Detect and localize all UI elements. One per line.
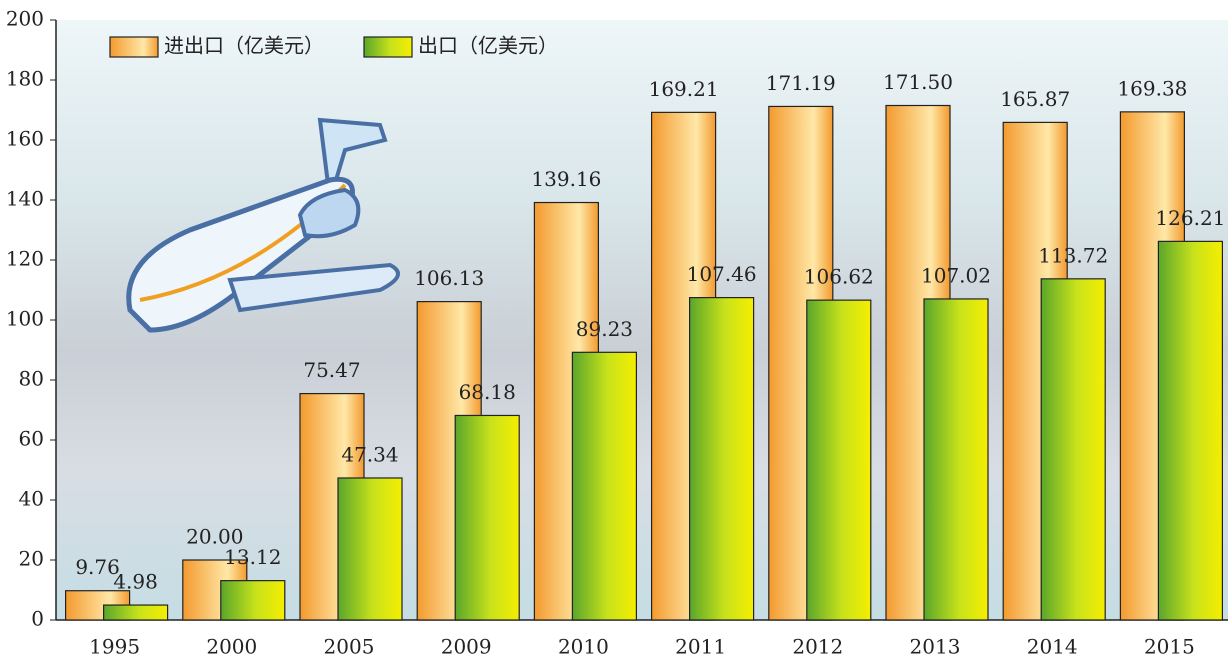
x-tick-label: 2014 — [1027, 635, 1078, 659]
value-label: 47.34 — [341, 442, 398, 466]
y-tick-label: 20 — [19, 547, 44, 571]
legend-swatch — [364, 37, 412, 57]
bar — [104, 605, 168, 620]
y-tick-label: 40 — [19, 487, 44, 511]
y-tick-label: 200 — [6, 7, 44, 31]
y-tick-label: 180 — [6, 67, 44, 91]
chart: 进出口（亿美元） 出口（亿美元） 0 20 40 60 80 100 120 140 160 180… — [0, 0, 1228, 660]
value-label: 139.16 — [531, 167, 601, 191]
x-tick-label: 2015 — [1144, 635, 1195, 659]
bar — [338, 478, 402, 620]
value-label: 169.21 — [649, 77, 719, 101]
x-tick-label: 2000 — [206, 635, 257, 659]
x-tick-label: 2011 — [675, 635, 726, 659]
value-label: 126.21 — [1155, 206, 1225, 230]
bar — [924, 299, 988, 620]
bar — [221, 581, 285, 620]
bar — [1041, 279, 1105, 620]
value-label: 171.50 — [883, 70, 953, 94]
value-label: 75.47 — [303, 358, 360, 382]
bar — [1158, 241, 1222, 620]
x-tick-label: 2013 — [910, 635, 961, 659]
value-label: 107.46 — [687, 262, 757, 286]
x-tick-label: 2009 — [441, 635, 492, 659]
value-label: 113.72 — [1038, 243, 1108, 267]
value-label: 68.18 — [459, 380, 516, 404]
x-tick-label: 2010 — [558, 635, 609, 659]
y-tick-label: 160 — [6, 127, 44, 151]
value-label: 171.19 — [766, 71, 836, 95]
value-label: 106.62 — [804, 265, 874, 289]
value-label: 107.02 — [921, 263, 991, 287]
x-tick-label: 1995 — [89, 635, 140, 659]
y-tick-label: 60 — [19, 427, 44, 451]
x-tick-label: 2012 — [792, 635, 843, 659]
bar — [455, 415, 519, 620]
value-label: 13.12 — [224, 545, 281, 569]
bar — [572, 352, 636, 620]
x-tick-label: 2005 — [324, 635, 375, 659]
legend-label: 进出口（亿美元） — [164, 34, 324, 58]
bar — [807, 300, 871, 620]
y-tick-label: 0 — [31, 607, 44, 631]
value-label: 106.13 — [414, 266, 484, 290]
legend-swatch — [110, 37, 158, 57]
value-label: 165.87 — [1000, 87, 1070, 111]
y-tick-label: 120 — [6, 247, 44, 271]
value-label: 4.98 — [113, 570, 158, 594]
value-label: 169.38 — [1117, 76, 1187, 100]
value-label: 89.23 — [576, 317, 633, 341]
y-tick-label: 100 — [6, 307, 44, 331]
y-tick-label: 80 — [19, 367, 44, 391]
legend-label: 出口（亿美元） — [418, 34, 558, 58]
y-tick-label: 140 — [6, 187, 44, 211]
bar — [690, 298, 754, 620]
